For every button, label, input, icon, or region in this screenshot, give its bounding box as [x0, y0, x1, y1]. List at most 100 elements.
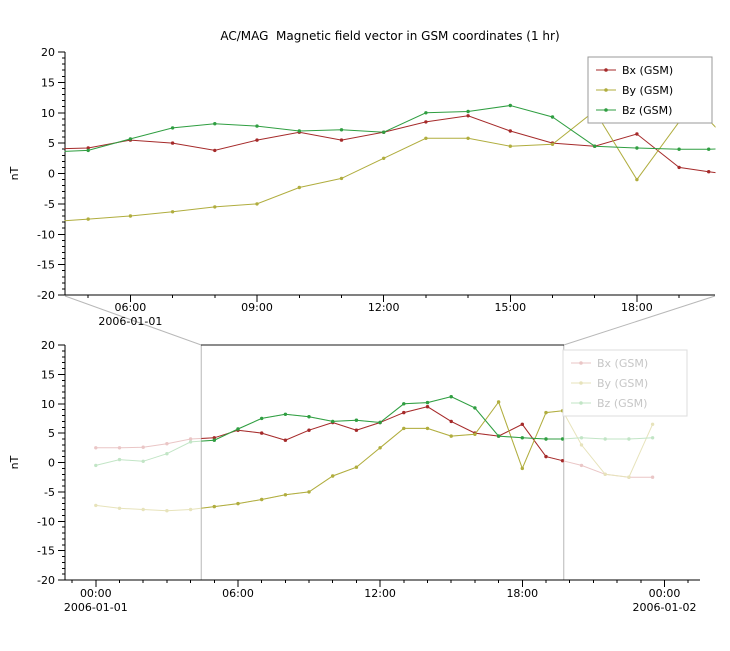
data-point-bx-gsm: [520, 422, 524, 426]
legend-box: [587, 56, 713, 124]
y-tick-label: 10: [41, 398, 55, 411]
data-point-bz-gsm: [707, 147, 711, 151]
data-point-by-gsm: [579, 443, 584, 447]
data-point-bx-gsm: [141, 445, 145, 449]
data-point-by-gsm: [354, 465, 359, 469]
selection-region[interactable]: [201, 345, 564, 580]
data-point-bz-gsm: [424, 111, 428, 115]
data-point-bz-gsm: [128, 137, 133, 141]
data-point-bx-gsm: [117, 446, 122, 450]
data-point-bz-gsm: [635, 146, 639, 150]
data-point-bz-gsm: [86, 148, 90, 153]
data-point-bz-gsm: [141, 459, 145, 463]
y-tick-label: 5: [48, 427, 55, 440]
legend-detail: Bx (GSM) By (GSM) Bz (GSM): [587, 56, 713, 124]
data-point-by-gsm: [86, 217, 90, 221]
data-point-by-gsm: [117, 506, 122, 510]
data-point-by-gsm: [283, 493, 288, 497]
data-point-bx-gsm: [635, 132, 639, 136]
data-point-bx-gsm: [707, 170, 711, 174]
data-point-bz-gsm: [449, 395, 453, 399]
data-point-by-gsm: [508, 144, 512, 148]
data-point-bz-gsm: [297, 129, 301, 133]
data-point-by-gsm: [212, 504, 216, 509]
legend-marker-dot: [604, 68, 608, 72]
data-point-bz-gsm: [425, 400, 430, 405]
x-date-label: 2006-01-01: [64, 601, 128, 614]
data-point-bz-gsm: [117, 457, 122, 462]
data-point-bx-gsm: [508, 129, 512, 133]
zoom-connectors: [64, 295, 716, 346]
data-point-by-gsm: [297, 185, 301, 190]
x-date-label: 2006-01-02: [633, 601, 697, 614]
y-axis-labels: -20 -15 -10 -5 0 5 10 15 20: [37, 339, 55, 587]
data-point-by-gsm: [603, 472, 607, 476]
data-point-by-gsm: [378, 446, 382, 450]
legend-label: Bz (GSM): [622, 104, 672, 117]
data-point-bz-gsm: [339, 128, 344, 132]
x-tick-label: 09:00: [241, 301, 273, 314]
data-point-bz-gsm: [496, 434, 501, 438]
data-point-bx-gsm: [354, 428, 359, 432]
data-point-bx-gsm: [283, 438, 288, 442]
data-point-bx-gsm: [255, 138, 259, 142]
data-point-bz-gsm: [188, 440, 193, 444]
data-point-by-gsm: [255, 202, 259, 206]
data-point-by-gsm: [402, 426, 406, 431]
data-point-bz-gsm: [402, 402, 406, 406]
data-point-bz-gsm: [579, 436, 584, 440]
data-point-bz-gsm: [170, 126, 175, 130]
data-point-bx-gsm: [212, 436, 216, 440]
data-point-by-gsm: [94, 503, 98, 508]
legend-entry-by-gsm: By (GSM): [596, 84, 673, 97]
y-tick-label: 10: [41, 107, 55, 120]
data-point-by-gsm: [627, 475, 631, 479]
legend-entry-bx-gsm: Bx (GSM): [571, 357, 648, 370]
y-tick-label: 20: [41, 46, 55, 59]
y-tick-label: 15: [41, 76, 55, 89]
data-point-bx-gsm: [677, 165, 681, 170]
data-point-bx-gsm: [165, 442, 169, 446]
legend-label: Bx (GSM): [597, 357, 648, 370]
y-tick-label: -15: [37, 545, 55, 558]
data-point-by-gsm: [236, 501, 240, 506]
data-point-bz-gsm: [677, 147, 681, 151]
data-point-bx-gsm: [260, 431, 264, 435]
x-tick-label: 18:00: [621, 301, 653, 314]
connector-left: [64, 295, 202, 346]
legend-marker-dot: [604, 108, 608, 112]
data-point-bx-gsm: [579, 463, 584, 468]
data-point-bz-gsm: [354, 418, 359, 422]
y-tick-label: -20: [37, 574, 55, 587]
legend-marker-dot: [579, 361, 583, 365]
data-point-by-gsm: [466, 136, 470, 140]
data-point-by-gsm: [331, 474, 335, 478]
data-point-bx-gsm: [650, 475, 655, 479]
data-point-by-gsm: [449, 434, 453, 438]
data-point-by-gsm: [550, 142, 555, 146]
connector-right: [563, 295, 716, 346]
data-point-bx-gsm: [213, 148, 217, 153]
legend-context: Bx (GSM) By (GSM) Bz (GSM): [562, 349, 688, 417]
data-point-bz-gsm: [236, 427, 240, 431]
data-point-bz-gsm: [593, 144, 597, 148]
data-point-by-gsm: [496, 400, 501, 404]
data-point-by-gsm: [141, 507, 145, 512]
data-point-bz-gsm: [307, 415, 311, 419]
data-point-bx-gsm: [402, 410, 406, 415]
data-point-bx-gsm: [425, 405, 430, 409]
data-point-bz-gsm: [520, 436, 524, 440]
data-point-bx-gsm: [449, 419, 453, 424]
series-layer: [201, 395, 564, 509]
legend-entry-bz-gsm: Bz (GSM): [571, 397, 647, 410]
legend-marker-dot: [579, 401, 583, 405]
data-point-bx-gsm: [560, 459, 564, 463]
data-point-bz-gsm: [94, 463, 98, 468]
x-date-label: 2006-01-01: [98, 315, 162, 328]
